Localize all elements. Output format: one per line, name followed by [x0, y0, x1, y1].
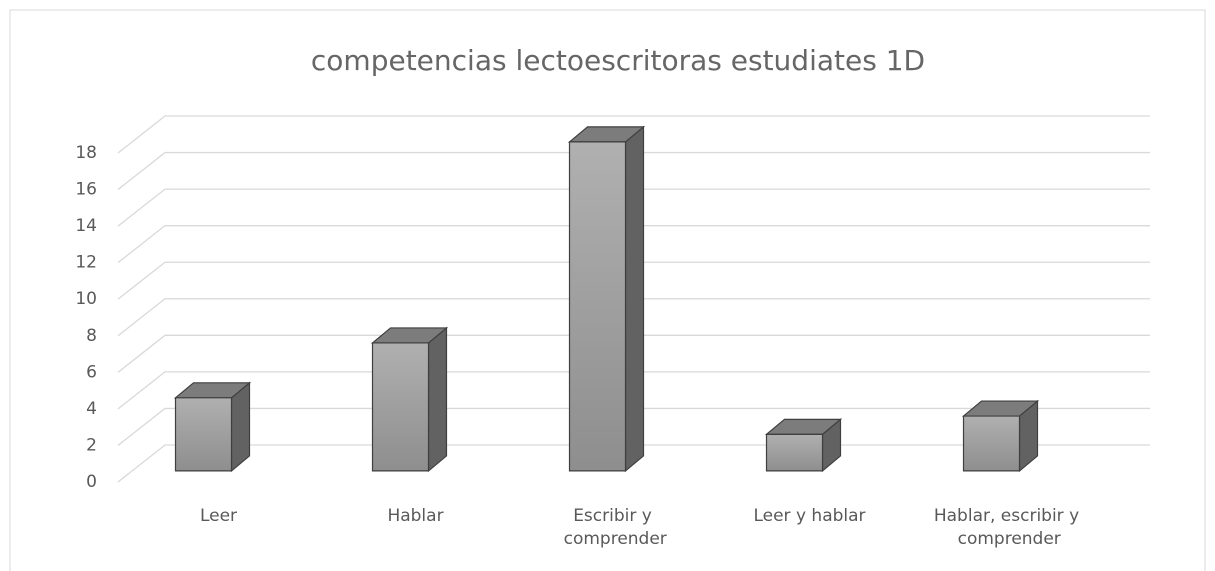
bar [764, 418, 843, 473]
bar [567, 125, 646, 473]
bar [370, 326, 449, 473]
bar-face [371, 342, 430, 472]
bar-face [174, 397, 233, 472]
y-tick-label: 14 [75, 216, 97, 236]
y-tick-label: 18 [75, 143, 97, 163]
bar [961, 399, 1040, 473]
bar-face [765, 433, 824, 472]
y-tick-label: 4 [86, 399, 97, 419]
bar [173, 381, 252, 473]
y-tick-label: 16 [75, 180, 97, 200]
bar-face [427, 326, 448, 473]
grid-line [117, 261, 1150, 300]
y-tick-label: 8 [86, 326, 97, 346]
grid-line [117, 151, 1150, 191]
x-tick-label: Hablar, escribir y comprender [934, 506, 1079, 549]
y-tick-label: 12 [75, 253, 97, 273]
grid-line [117, 371, 1150, 410]
y-tick-label: 10 [75, 289, 97, 309]
grid-line [117, 407, 1150, 446]
x-tick-label: Hablar [387, 506, 443, 526]
grid-line [117, 334, 1150, 373]
x-tick-label: Leer y hablar [753, 506, 865, 526]
x-tick-label: Leer [200, 506, 237, 526]
y-tick-label: 6 [86, 362, 97, 382]
grid-line [117, 115, 1150, 154]
bar-face [624, 125, 645, 473]
bar-face [568, 141, 627, 472]
chart-border [9, 9, 1206, 571]
bar-face [962, 415, 1021, 472]
y-tick-label: 0 [86, 472, 97, 492]
x-tick-label: Escribir y comprender [558, 506, 667, 549]
grid-line [117, 298, 1150, 337]
y-tick-label: 2 [86, 435, 97, 455]
grid-line [117, 188, 1150, 227]
chart-title: competencias lectoescritoras estudiates … [311, 44, 925, 77]
grid-line [117, 225, 1150, 264]
